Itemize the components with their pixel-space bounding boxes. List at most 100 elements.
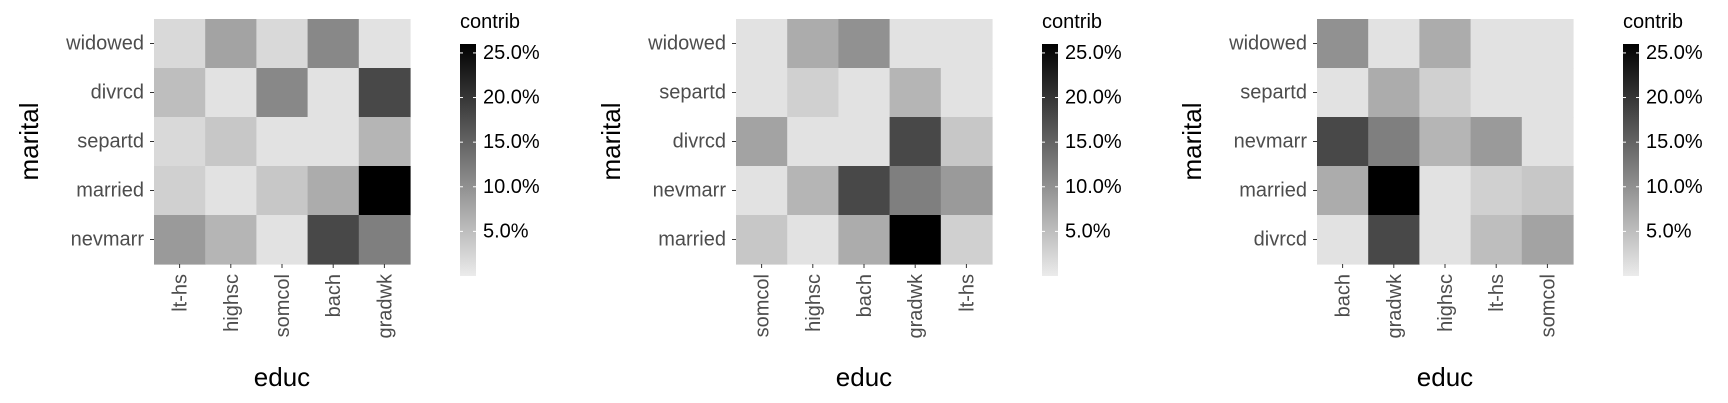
heatmap-cell	[1521, 19, 1574, 69]
heatmap-cell	[358, 68, 411, 118]
x-tick-label: bach	[323, 274, 345, 317]
heatmap-cell	[307, 117, 360, 167]
heatmap-cell	[154, 68, 206, 118]
heatmap-cell	[736, 166, 788, 216]
heatmap-cell	[1419, 68, 1472, 118]
y-tick-label: divrcd	[1254, 229, 1307, 251]
heatmap-cell	[205, 117, 257, 167]
heatmap-cell	[1470, 215, 1523, 265]
y-axis-title: marital	[1177, 102, 1207, 180]
heatmap-panel-1: widowed divrcd separtd married nevmarr lt-hs h…	[14, 11, 540, 392]
x-tick-label: somcol	[1537, 274, 1559, 337]
x-tick-label: highsc	[1435, 274, 1457, 332]
heatmap-cell	[1368, 215, 1420, 265]
heatmap-cell	[256, 68, 309, 118]
x-axis-title: educ	[836, 362, 892, 392]
heatmap-cell	[787, 68, 839, 118]
y-tick-label: separtd	[77, 131, 144, 153]
heatmap-cell	[889, 68, 942, 118]
legend-colorbar	[460, 44, 476, 276]
x-tick-label: lt-hs	[956, 274, 978, 312]
heatmap-cell	[1521, 215, 1574, 265]
heatmap-cell	[838, 166, 891, 216]
legend-tick-label: 15.0%	[483, 131, 540, 153]
heatmap-cell	[1470, 166, 1523, 216]
legend-tick-label: 25.0%	[483, 42, 540, 64]
heatmap-cell	[787, 19, 839, 69]
heatmap-cell	[205, 19, 257, 69]
heatmap-cell	[1368, 117, 1420, 167]
heatmap-cell	[787, 215, 839, 265]
heatmap-cell	[358, 166, 411, 216]
legend-tick-label: 10.0%	[1646, 176, 1703, 198]
y-tick-label: widowed	[1228, 33, 1307, 55]
x-axis-title: educ	[1417, 362, 1473, 392]
y-tick-label: separtd	[659, 82, 726, 104]
legend-colorbar	[1042, 44, 1058, 276]
heatmap-cell	[358, 215, 411, 265]
heatmap-cell	[1470, 68, 1523, 118]
heatmap-cell	[205, 215, 257, 265]
heatmap-cell	[1470, 117, 1523, 167]
legend-tick-label: 5.0%	[483, 220, 529, 242]
heatmap-cell	[940, 166, 993, 216]
heatmap-cell	[736, 117, 788, 167]
heatmap-cell	[1470, 19, 1523, 69]
heatmap-cell	[889, 166, 942, 216]
x-tick-label: lt-hs	[1486, 274, 1508, 312]
heatmap-cell	[256, 117, 309, 167]
heatmap-cell	[307, 215, 360, 265]
heatmap-cell	[1368, 166, 1420, 216]
heatmap-cell	[940, 19, 993, 69]
legend-title: contrib	[1042, 11, 1102, 33]
y-tick-label: married	[76, 180, 144, 202]
y-tick-label: nevmarr	[1234, 131, 1308, 153]
legend-tick-label: 5.0%	[1065, 220, 1111, 242]
heatmap-panel-3: widowed separtd nevmarr married divrcd bach gr…	[1177, 11, 1703, 392]
legend-tick-label: 10.0%	[1065, 176, 1122, 198]
y-tick-label: nevmarr	[653, 180, 727, 202]
y-axis-title: marital	[14, 102, 44, 180]
x-tick-label: gradwk	[1384, 273, 1406, 338]
x-tick-label: gradwk	[905, 273, 927, 338]
heatmap-cell	[1419, 166, 1472, 216]
x-tick-label: highsc	[803, 274, 825, 332]
heatmap-cell	[787, 166, 839, 216]
legend-tick-label: 15.0%	[1065, 131, 1122, 153]
heatmap-cell	[154, 166, 206, 216]
heatmap-cell	[154, 215, 206, 265]
legend-title: contrib	[460, 11, 520, 33]
heatmap-cell	[838, 68, 891, 118]
x-tick-label: lt-hs	[170, 274, 192, 312]
y-tick-label: widowed	[65, 33, 144, 55]
heatmap-cell	[1317, 19, 1369, 69]
heatmap-cell	[1317, 215, 1369, 265]
heatmap-cell	[1521, 117, 1574, 167]
heatmap-cell	[736, 68, 788, 118]
x-tick-label: highsc	[221, 274, 243, 332]
x-tick-label: somcol	[272, 274, 294, 337]
heatmap-cell	[1521, 166, 1574, 216]
y-tick-label: separtd	[1240, 82, 1307, 104]
legend-tick-label: 20.0%	[1646, 87, 1703, 109]
legend-tick-label: 20.0%	[1065, 87, 1122, 109]
y-tick-label: divrcd	[91, 82, 144, 104]
x-axis-title: educ	[254, 362, 310, 392]
heatmap-cell	[154, 117, 206, 167]
legend-tick-label: 5.0%	[1646, 220, 1692, 242]
heatmap-cell	[358, 19, 411, 69]
heatmap-cell	[940, 215, 993, 265]
heatmap-cell	[154, 19, 206, 69]
y-axis-title: marital	[596, 102, 626, 180]
heatmap-cell	[1419, 215, 1472, 265]
x-tick-label: bach	[854, 274, 876, 317]
heatmap-cell	[256, 19, 309, 69]
legend-tick-label: 20.0%	[483, 87, 540, 109]
heatmap-cell	[787, 117, 839, 167]
y-tick-label: nevmarr	[71, 229, 145, 251]
y-tick-label: married	[1239, 180, 1307, 202]
heatmap-cell	[940, 117, 993, 167]
legend-tick-label: 25.0%	[1065, 42, 1122, 64]
legend-tick-label: 25.0%	[1646, 42, 1703, 64]
